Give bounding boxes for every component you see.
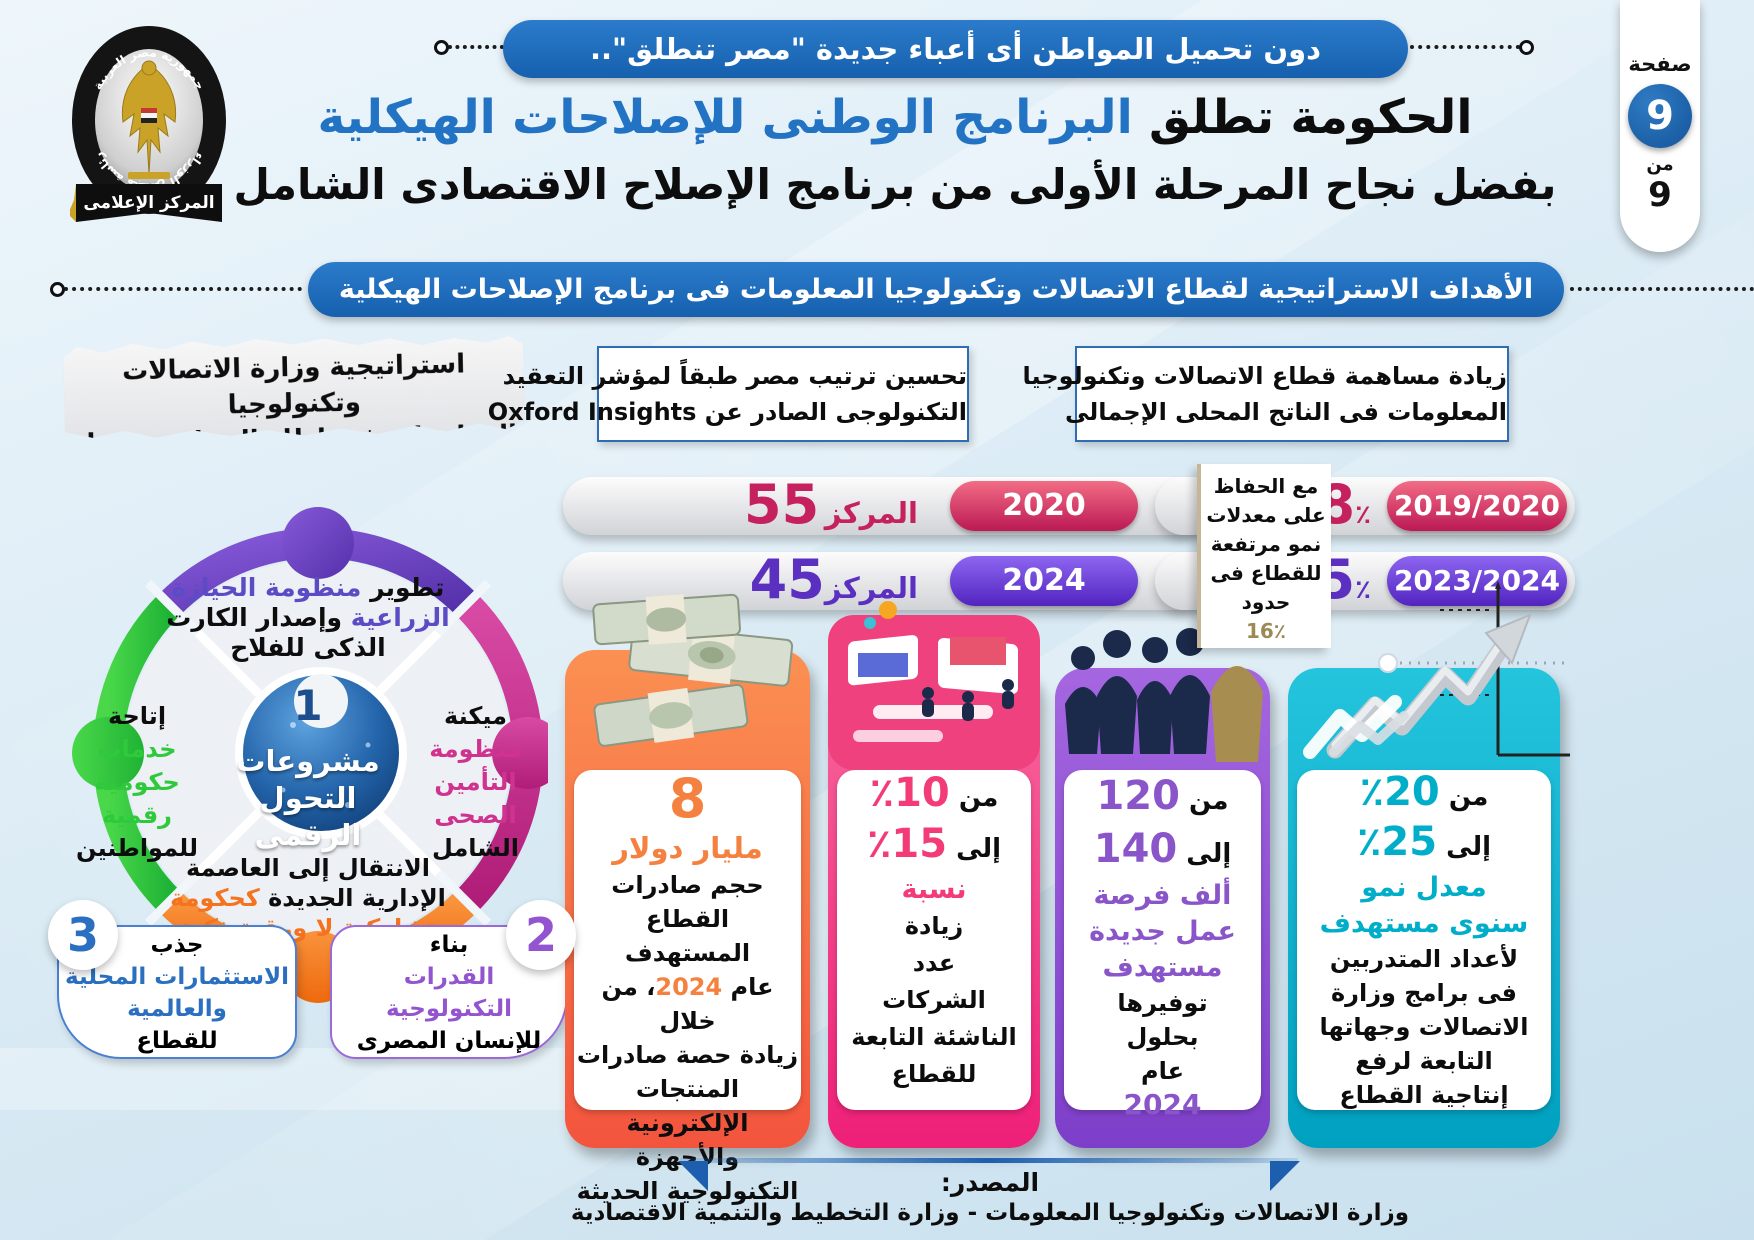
dotted-connector-right: [1410, 40, 1534, 55]
jobs-card: من 120 إلى 140 ألف فرصة عمل جديدة مستهدف…: [1055, 668, 1270, 1148]
main-title-black: الحكومة تطلق: [1132, 90, 1473, 145]
puzzle-tab-top: [282, 507, 354, 579]
strategy-note: استراتيجية وزارة الاتصالات وتكنولوجيا ال…: [63, 329, 525, 445]
growth-note: مع الحفاظ على معدلات نمو مرتفعة للقطاع ف…: [1197, 464, 1331, 648]
government-logo: جمهورية مصر العربية رئاسة مجلس الوزراء ا…: [68, 22, 228, 240]
axis3-card: جذب الاستثمارات المحلية والعالمية للقطاع: [57, 925, 297, 1059]
media-center-ribbon-label: المركز الإعلامى: [83, 193, 214, 213]
connector-dot: [50, 282, 65, 297]
rank-value: المركز 55: [744, 473, 918, 536]
axis2-number: 2: [506, 900, 576, 970]
connector-dot: [1519, 40, 1534, 55]
year-capsule: 2020: [950, 481, 1138, 531]
wheel-left-item: إتاحة خدمات حكومية رقمية للمواطنين: [76, 702, 198, 862]
divider-triangle-right: [1270, 1161, 1300, 1191]
source-label: المصدر:: [940, 1168, 1040, 1197]
year-capsule: 2019/2020: [1387, 481, 1567, 531]
ranking-row-2020: 2020 المركز 55: [563, 477, 1208, 535]
year-capsule: 2023/2024: [1387, 556, 1567, 606]
wheel-top-item: تطوير منظومة الحيازة الزراعية وإصدار الك…: [166, 573, 450, 662]
page-total: 9: [1648, 175, 1672, 215]
oxford-insights-label: Oxford Insights: [487, 398, 697, 426]
ranking-row-2024: 2024 المركز45: [563, 552, 1208, 610]
puzzle-tab-right: [492, 717, 564, 789]
jobs-panel: من 120 إلى 140 ألف فرصة عمل جديدة مستهدف…: [1064, 770, 1261, 1121]
startups-card: من 10٪ إلى 15٪ نسبة زيادة عدد الشركات ال…: [828, 665, 1040, 1148]
gdp-header: زيادة مساهمة قطاع الاتصالات وتكنولوجيا ا…: [1023, 346, 1509, 442]
page-current: 9: [1628, 84, 1692, 148]
exports-card: 8 مليار دولار حجم صادرات القطاع المستهدف…: [565, 650, 810, 1205]
main-title: الحكومة تطلق البرنامج الوطنى للإصلاحات ا…: [230, 90, 1560, 145]
divider-triangle-left: [678, 1161, 708, 1191]
year-capsule: 2024: [950, 556, 1138, 606]
page-of-label: من: [1646, 154, 1674, 175]
ranking-header: تحسين ترتيب مصر طبقاً لمؤشر التعقيد التك…: [488, 346, 969, 442]
connector-dot: [434, 40, 449, 55]
dotted-connector-section-left: [50, 282, 302, 297]
axis3-number: 3: [48, 900, 118, 970]
startups-panel: من 10٪ إلى 15٪ نسبة زيادة عدد الشركات ال…: [837, 770, 1031, 1110]
main-title-blue: البرنامج الوطنى للإصلاحات الهيكلية: [317, 90, 1133, 145]
section-banner: الأهداف الاستراتيجية لقطاع الاتصالات وتك…: [308, 262, 1564, 317]
source-divider: [678, 1158, 1300, 1191]
page-label: صفحة: [1628, 52, 1692, 76]
page-number-badge: صفحة 9 من 9: [1620, 0, 1700, 252]
bg-band: [0, 1048, 640, 1110]
eagle-emblem-icon: جمهورية مصر العربية رئاسة مجلس الوزراء ا…: [68, 26, 226, 222]
training-card: من 20٪ إلى 25٪ معدل نمو سنوى مستهدف لأعد…: [1288, 668, 1560, 1148]
training-panel: من 20٪ إلى 25٪ معدل نمو سنوى مستهدف لأعد…: [1297, 770, 1551, 1110]
axis1-title: مشروعات التحول الرقمى: [236, 744, 380, 852]
dotted-connector-left: [434, 40, 504, 55]
wheel-right-item: ميكنة منظومة التأمين الصحى الشامل: [429, 702, 522, 862]
rank-value: المركز45: [749, 548, 918, 611]
exports-panel: 8 مليار دولار حجم صادرات القطاع المستهدف…: [574, 770, 801, 1205]
puzzle-tab-left: [72, 717, 144, 789]
strategy-note-text: استراتيجية وزارة الاتصالات وتكنولوجيا ال…: [72, 349, 518, 493]
sub-title: بفضل نجاح المرحلة الأولى من برنامج الإصل…: [233, 160, 1557, 209]
source-text: وزارة الاتصالات وتكنولوجيا المعلومات - و…: [570, 1200, 1410, 1226]
dotted-connector-section-right: [1570, 287, 1754, 291]
quote-banner: دون تحميل المواطن أى أعباء جديدة "مصر تن…: [503, 20, 1408, 78]
axis1-number: 1: [293, 681, 323, 730]
